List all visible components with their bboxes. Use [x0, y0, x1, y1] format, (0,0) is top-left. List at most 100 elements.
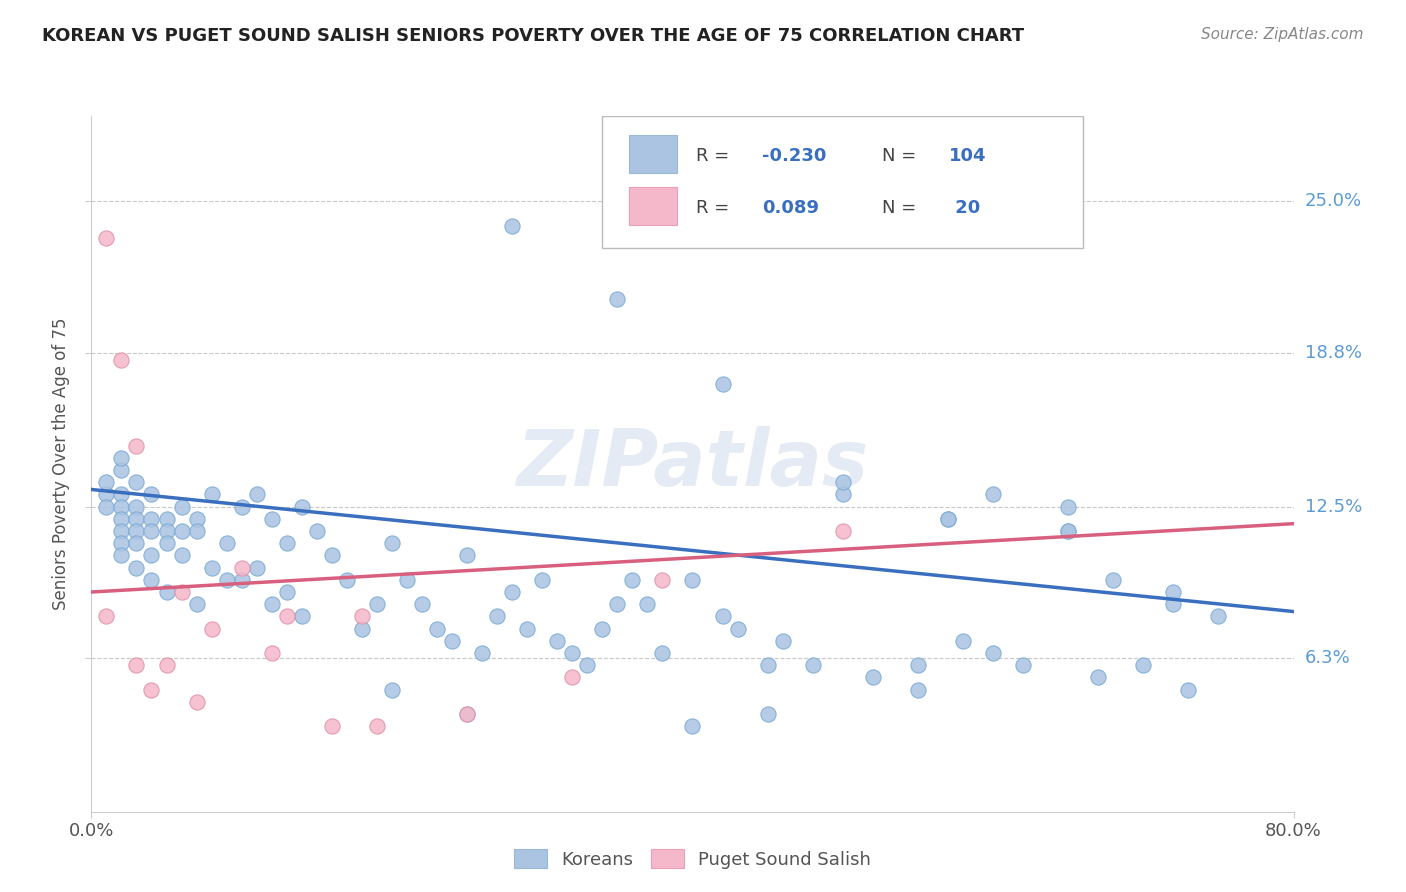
Point: [350, 609, 373, 624]
Point: [186, 597, 208, 611]
Point: [1057, 524, 1080, 538]
Point: [440, 633, 463, 648]
Text: N =: N =: [883, 199, 922, 217]
Point: [201, 560, 224, 574]
Text: 20: 20: [949, 199, 980, 217]
Point: [681, 719, 703, 733]
Point: [125, 536, 148, 550]
Point: [651, 573, 673, 587]
Point: [711, 609, 734, 624]
Point: [201, 622, 224, 636]
Point: [155, 658, 177, 673]
Point: [110, 512, 132, 526]
Point: [170, 500, 193, 514]
Text: 6.3%: 6.3%: [1305, 648, 1350, 667]
Point: [1087, 670, 1109, 684]
Text: 0.089: 0.089: [762, 199, 820, 217]
Point: [141, 573, 163, 587]
Point: [636, 597, 658, 611]
Point: [1012, 658, 1035, 673]
Point: [531, 573, 554, 587]
Point: [1161, 585, 1184, 599]
Text: 18.8%: 18.8%: [1305, 343, 1361, 362]
Point: [260, 646, 283, 660]
Point: [215, 536, 238, 550]
Text: -0.230: -0.230: [762, 147, 827, 165]
Point: [456, 549, 478, 563]
Point: [110, 487, 132, 501]
Point: [426, 622, 449, 636]
Point: [276, 585, 298, 599]
Point: [727, 622, 749, 636]
Point: [651, 646, 673, 660]
Point: [907, 682, 929, 697]
Point: [756, 707, 779, 722]
Point: [231, 560, 253, 574]
Point: [516, 622, 538, 636]
Y-axis label: Seniors Poverty Over the Age of 75: Seniors Poverty Over the Age of 75: [52, 318, 70, 610]
Point: [471, 646, 494, 660]
Point: [381, 682, 404, 697]
Point: [231, 500, 253, 514]
Point: [591, 622, 613, 636]
Point: [155, 524, 177, 538]
Point: [260, 512, 283, 526]
Point: [291, 609, 314, 624]
Point: [125, 438, 148, 452]
Point: [110, 524, 132, 538]
Point: [186, 512, 208, 526]
Point: [831, 487, 853, 501]
Text: R =: R =: [696, 199, 741, 217]
Point: [231, 573, 253, 587]
Point: [125, 524, 148, 538]
Point: [321, 549, 343, 563]
Point: [501, 219, 523, 233]
Point: [276, 609, 298, 624]
Point: [305, 524, 328, 538]
Point: [936, 512, 959, 526]
Point: [141, 682, 163, 697]
Point: [96, 231, 118, 245]
Text: 104: 104: [949, 147, 986, 165]
Point: [186, 524, 208, 538]
Point: [546, 633, 568, 648]
Point: [936, 512, 959, 526]
FancyBboxPatch shape: [602, 116, 1083, 248]
Point: [96, 487, 118, 501]
Point: [110, 500, 132, 514]
Point: [215, 573, 238, 587]
Point: [831, 524, 853, 538]
Text: ZIPatlas: ZIPatlas: [516, 425, 869, 502]
Point: [681, 573, 703, 587]
Text: R =: R =: [696, 147, 735, 165]
Point: [170, 524, 193, 538]
Point: [366, 719, 388, 733]
Point: [186, 695, 208, 709]
Point: [456, 707, 478, 722]
Point: [260, 597, 283, 611]
Point: [110, 450, 132, 465]
Point: [456, 707, 478, 722]
Point: [141, 487, 163, 501]
Point: [155, 536, 177, 550]
Point: [155, 512, 177, 526]
Point: [141, 524, 163, 538]
Point: [862, 670, 884, 684]
Point: [141, 512, 163, 526]
Point: [141, 549, 163, 563]
Point: [411, 597, 433, 611]
Point: [606, 292, 628, 306]
Point: [1057, 524, 1080, 538]
Point: [756, 658, 779, 673]
Point: [125, 560, 148, 574]
Point: [96, 475, 118, 490]
Point: [395, 573, 418, 587]
Point: [110, 353, 132, 368]
Point: [981, 487, 1004, 501]
Point: [125, 658, 148, 673]
Point: [561, 646, 583, 660]
Point: [201, 487, 224, 501]
Point: [576, 658, 599, 673]
FancyBboxPatch shape: [628, 187, 676, 226]
Point: [276, 536, 298, 550]
